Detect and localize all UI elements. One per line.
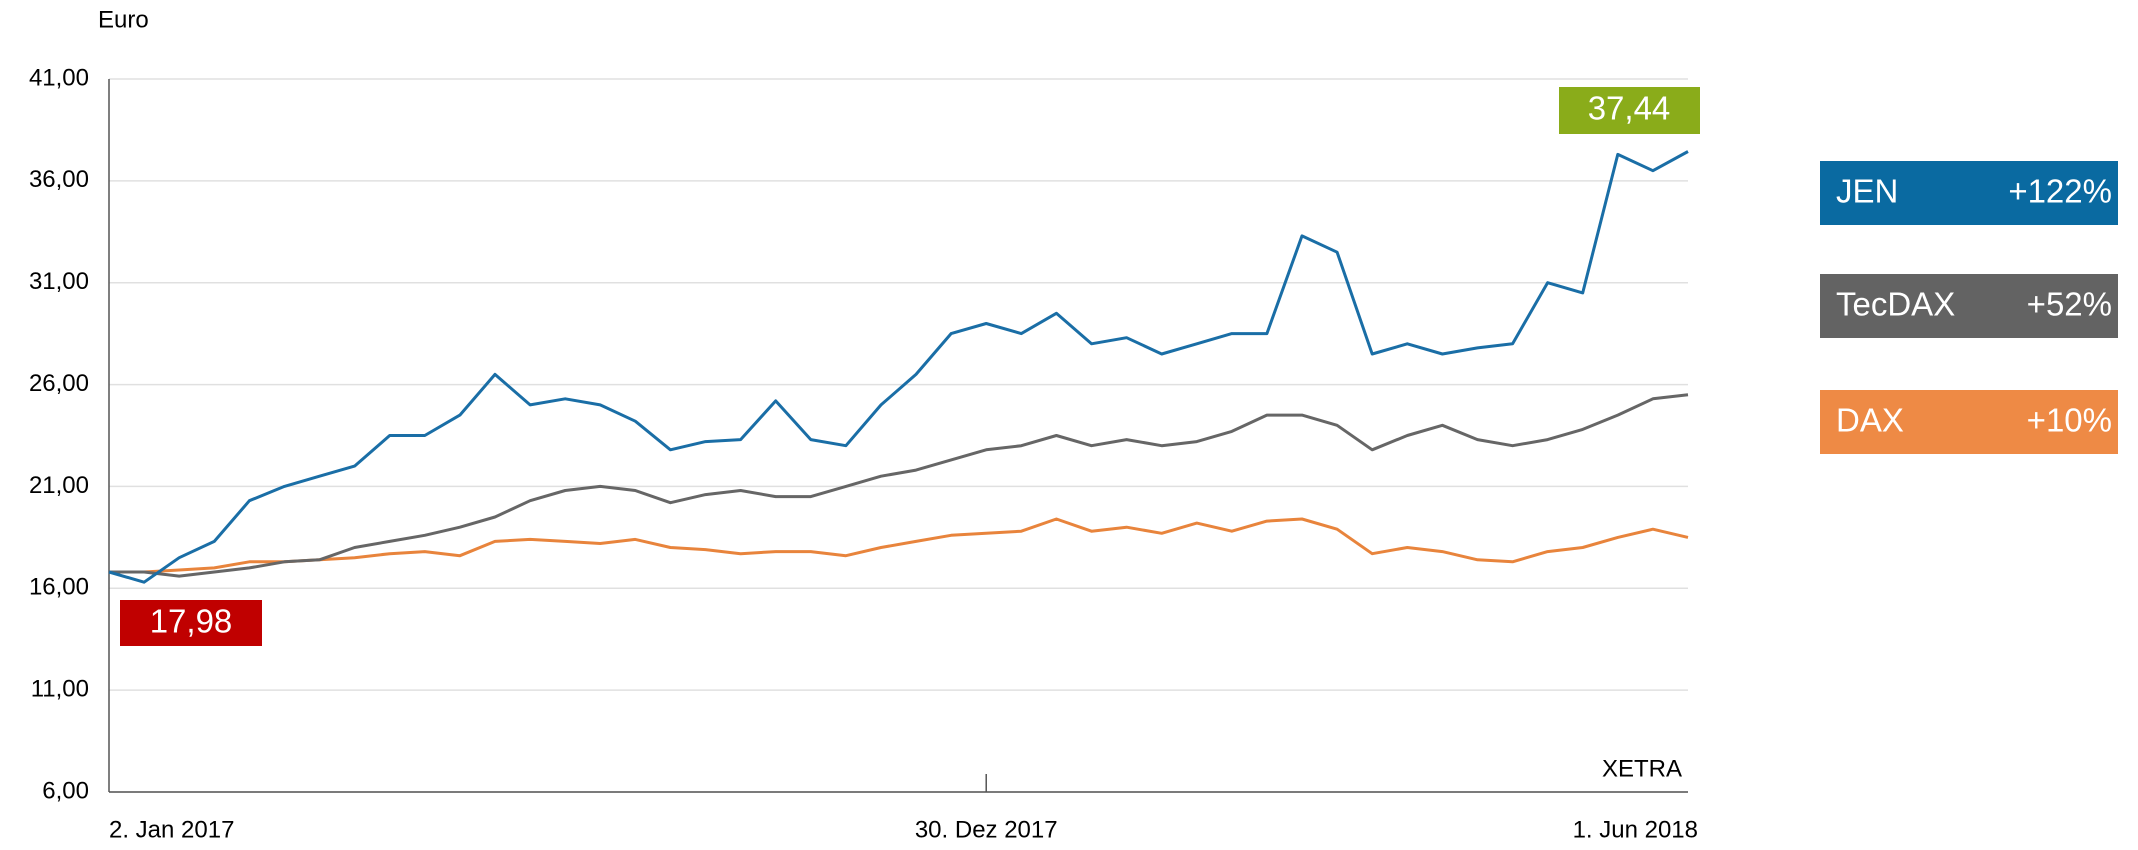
series-line [108,150,1689,584]
series-line [109,517,1689,574]
legend-change: +122% [2008,173,2112,210]
y-tick-label: 41,00 [29,64,89,91]
y-tick-label: 11,00 [31,675,89,702]
y-tick-label: 21,00 [29,472,89,499]
legend-box [1820,390,2118,454]
x-tick-label: 30. Dez 2017 [915,816,1058,843]
x-tick-label: 2. Jan 2017 [109,816,234,843]
x-tick-label: 1. Jun 2018 [1573,816,1698,843]
y-tick-label: 36,00 [29,166,89,193]
series-line [109,393,1689,578]
y-tick-label: 6,00 [42,777,89,804]
legend-name: DAX [1836,402,1904,439]
annotation-last: 37,44 [1588,90,1671,127]
legend-name: JEN [1836,173,1898,210]
legend-change: +10% [2027,402,2112,439]
y-tick-label: 16,00 [29,574,89,601]
y-tick-label: 26,00 [29,370,89,397]
source-label: XETRA [1602,755,1682,782]
annotation-first: 17,98 [150,603,233,640]
legend-name: TecDAX [1836,286,1955,323]
y-tick-label: 31,00 [29,268,89,295]
y-axis-label: Euro [98,6,149,33]
legend-box [1820,274,2118,338]
legend-change: +52% [2027,286,2112,323]
legend-box [1820,161,2118,225]
annotation-box [120,600,262,646]
annotation-box [1559,87,1700,134]
